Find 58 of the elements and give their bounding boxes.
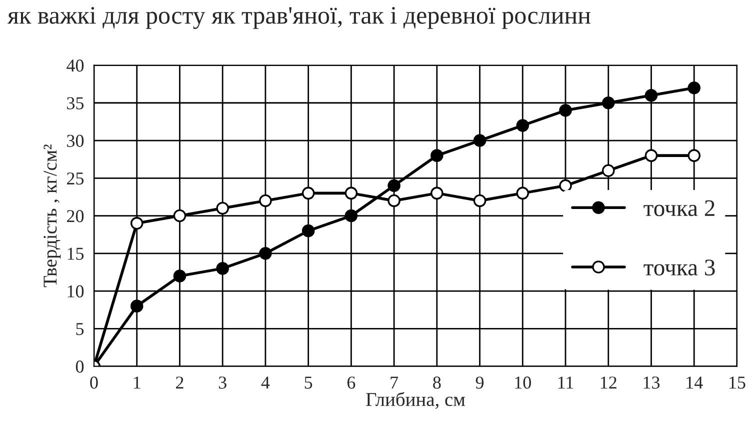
legend-label: точка 2 [644,200,714,216]
x-tick-label: 14 [686,376,703,389]
point [344,209,358,222]
y-tick-label: 30 [67,134,84,147]
x-tick-label: 12 [600,376,616,389]
x-tick-label: 1 [134,376,140,389]
point [559,104,572,117]
point [602,96,615,110]
y-tick-label: 35 [67,97,84,110]
text: як важкі для росту як трав'яної, так і деревної рослинн [8,7,590,29]
point [173,209,186,222]
y-tick-label: 10 [68,285,84,298]
point [602,164,615,177]
x-tick-label: 10 [515,376,531,389]
point [430,186,444,200]
point [259,247,272,260]
point [388,179,400,192]
point [688,149,700,162]
y-tick-label: 5 [76,323,84,336]
y-tick-label: 20 [67,210,84,222]
y-tick-label: 0 [76,360,84,373]
point [302,186,315,200]
point [130,300,144,312]
x-tick-label: 13 [644,376,660,389]
x-tick-label: 6 [347,376,356,389]
point [644,88,658,102]
y-tick-label: 15 [68,248,84,260]
y-tick-label: 40 [66,60,84,72]
y-tick-label: 25 [67,172,84,185]
point [344,186,358,200]
x-tick-label: 11 [558,376,574,389]
y-axis-title: Твердість , кг/см² [44,144,61,288]
x-tick-label: 15 [730,376,746,389]
point [688,81,700,94]
x-tick-label: 9 [476,376,484,389]
point [473,194,486,208]
x-tick-label: 3 [218,376,226,389]
point [216,202,229,215]
point [388,194,400,208]
point [473,134,486,147]
point [216,262,229,275]
x-tick-label: 0 [90,376,98,389]
point [516,186,530,200]
x-tick-label: 4 [261,376,270,389]
x-tick-label: 2 [176,376,184,389]
point [259,194,272,208]
point [644,149,658,162]
x-tick-label: 7 [390,376,398,389]
point [130,216,144,230]
point [302,224,315,238]
point [430,149,444,162]
x-tick-label: 5 [304,376,312,389]
point [559,179,572,192]
point [516,119,530,132]
point [173,270,186,282]
x-tick-label: 8 [433,376,441,389]
legend-label: точка 3 [644,260,715,276]
x-axis-title: Глибина, см [366,392,465,409]
